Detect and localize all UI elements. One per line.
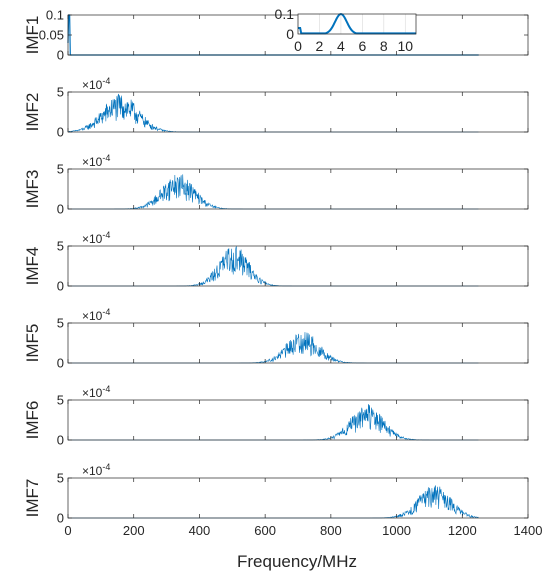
x-tick-label: 200 bbox=[123, 523, 145, 538]
y-axis-label: IMF5 bbox=[23, 324, 42, 363]
y-tick-label: 5 bbox=[57, 162, 64, 177]
y-exponent-label: ×10-4 bbox=[82, 230, 110, 246]
x-tick-label: 800 bbox=[320, 523, 342, 538]
panel-imf2: 0 5 IMF2 ×10-4 bbox=[23, 76, 529, 140]
y-axis-label: IMF7 bbox=[23, 479, 42, 518]
y-exponent-label: ×10-4 bbox=[82, 307, 110, 323]
x-axis-label: Frequency/MHz bbox=[237, 552, 357, 571]
imf1-inset: 0 2 4 6 8 1000.1 bbox=[275, 6, 417, 54]
y-tick-label: 0 bbox=[57, 279, 64, 294]
y-exponent-label: ×10-4 bbox=[82, 384, 110, 400]
imf7-axes-box bbox=[67, 477, 529, 519]
x-tick-label: 1400 bbox=[514, 523, 543, 538]
x-tick-label: 0 bbox=[64, 523, 71, 538]
y-tick-label: 0 bbox=[57, 433, 64, 448]
inset-x-tick-label: 6 bbox=[358, 38, 366, 54]
y-exponent-label: ×10-4 bbox=[82, 76, 110, 92]
imf4-trace bbox=[68, 246, 479, 287]
inset-x-tick-label: 2 bbox=[316, 38, 324, 54]
y-axis-label: IMF1 bbox=[23, 16, 42, 55]
inset-y-tick-label: 0 bbox=[286, 26, 294, 42]
inset-background bbox=[298, 14, 416, 34]
inset-x-tick-label: 0 bbox=[294, 38, 302, 54]
y-tick-label: 0 bbox=[57, 356, 64, 371]
panel-imf3: 0 5 IMF3 ×10-4 bbox=[23, 153, 529, 217]
panel-imf4: 0 5 IMF4 ×10-4 bbox=[23, 230, 529, 294]
y-axis-label: IMF3 bbox=[23, 170, 42, 209]
inset-y-tick-label: 0.1 bbox=[275, 6, 295, 22]
imf3-axes-box bbox=[67, 168, 529, 210]
x-tick-label: 600 bbox=[254, 523, 276, 538]
y-tick-label: 0 bbox=[57, 202, 64, 217]
inset-x-tick-label: 4 bbox=[337, 38, 345, 54]
imf6-axes-box bbox=[67, 399, 529, 441]
y-tick-label: 5 bbox=[57, 85, 64, 100]
x-tick-label: 1000 bbox=[382, 523, 411, 538]
inset-x-tick-label: 8 bbox=[380, 38, 388, 54]
inset-trace bbox=[298, 12, 416, 35]
imf2-axes-box bbox=[67, 91, 529, 133]
y-axis-label: IMF6 bbox=[23, 401, 42, 440]
imf2-trace bbox=[67, 93, 479, 133]
y-tick-label: 5 bbox=[57, 393, 64, 408]
y-axis-label: IMF2 bbox=[23, 93, 42, 132]
imf7-trace bbox=[68, 485, 479, 519]
imf4-axes-box bbox=[67, 245, 529, 287]
y-tick-label: 5 bbox=[57, 471, 64, 486]
y-tick-label: 0 bbox=[57, 511, 64, 526]
y-tick-label: 0.05 bbox=[39, 28, 64, 43]
imf6-trace bbox=[68, 404, 479, 441]
imf1-trace bbox=[67, 14, 479, 56]
panel-imf7: 0 5 0 200 400 600 800 1000 1200 1400 IMF7 ×10-4 bbox=[23, 462, 542, 538]
inset-axes-box bbox=[297, 13, 417, 35]
y-tick-label: 0 bbox=[57, 48, 64, 63]
y-tick-label: 5 bbox=[57, 239, 64, 254]
imf5-axes-box bbox=[67, 322, 529, 364]
imf5-trace bbox=[68, 332, 479, 364]
panel-imf5: 0 5 IMF5 ×10-4 bbox=[23, 307, 529, 371]
y-exponent-label: ×10-4 bbox=[82, 462, 110, 478]
y-tick-label: 5 bbox=[57, 316, 64, 331]
y-tick-label: 0.1 bbox=[46, 8, 64, 23]
y-exponent-label: ×10-4 bbox=[82, 153, 110, 169]
x-tick-label: 400 bbox=[189, 523, 211, 538]
x-tick-label: 1200 bbox=[448, 523, 477, 538]
inset-x-tick-label: 10 bbox=[397, 38, 413, 54]
panel-imf6: 0 5 IMF6 ×10-4 bbox=[23, 384, 529, 448]
imf3-trace bbox=[68, 174, 479, 210]
y-axis-label: IMF4 bbox=[23, 247, 42, 286]
y-tick-label: 0 bbox=[57, 125, 64, 140]
